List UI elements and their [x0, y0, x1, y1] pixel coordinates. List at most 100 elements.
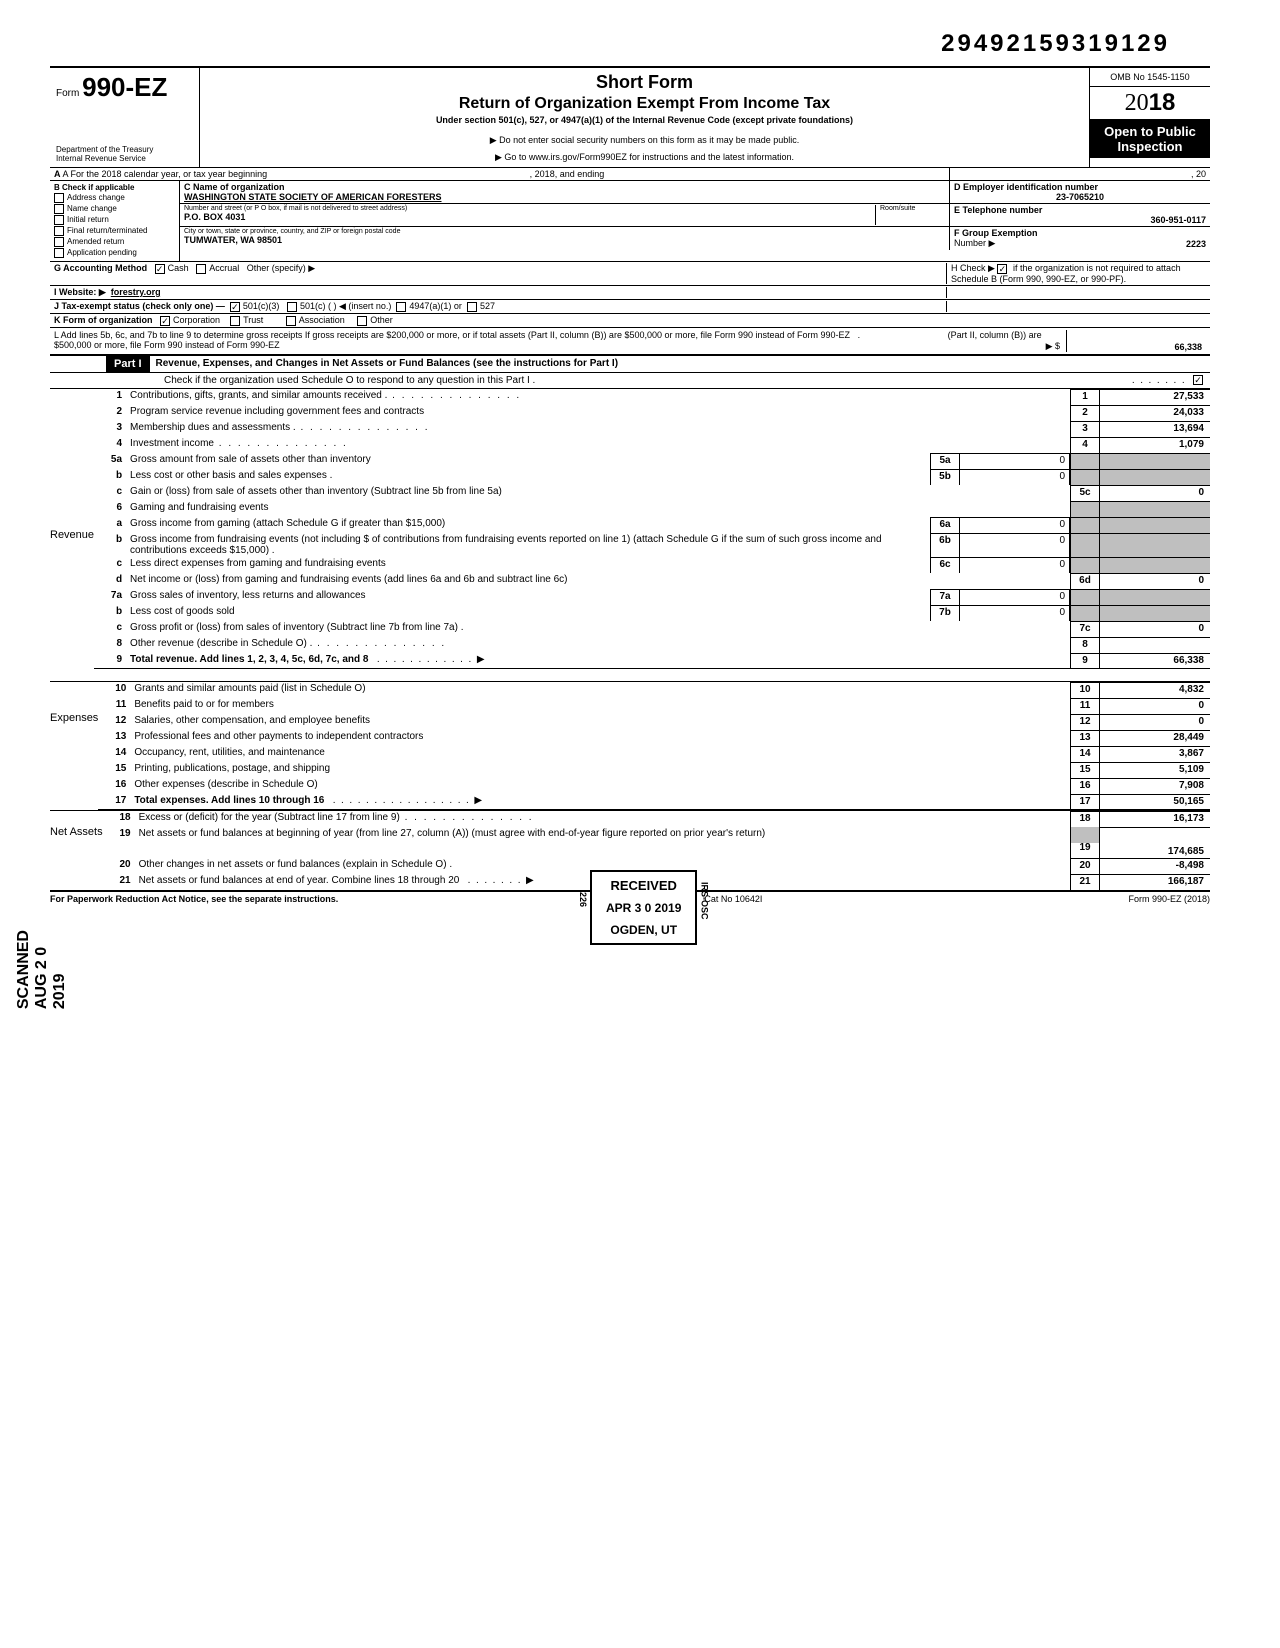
- samt-5b: 0: [960, 469, 1070, 485]
- amt-16: 7,908: [1100, 778, 1210, 794]
- stamp-place: OGDEN, UT: [606, 923, 681, 937]
- l-text: L Add lines 5b, 6c, and 7b to line 9 to …: [54, 330, 850, 340]
- amt-11: 0: [1100, 698, 1210, 714]
- city-label: City or town, state or province, country…: [184, 228, 945, 235]
- line-a-text3: , 20: [950, 168, 1210, 180]
- line-a: A A For the 2018 calendar year, or tax y…: [50, 168, 1210, 181]
- side-expenses: Expenses: [50, 682, 98, 810]
- chk-527[interactable]: [467, 302, 477, 312]
- line-5c: Gain or (loss) from sale of assets other…: [130, 486, 502, 497]
- phone-value: 360-951-0117: [954, 215, 1206, 225]
- ein-value: 23-7065210: [954, 192, 1206, 202]
- opt-other-org: Other: [370, 315, 393, 325]
- addr-value: P.O. BOX 4031: [184, 212, 875, 222]
- side-revenue: Revenue: [50, 389, 94, 681]
- line-4: Investment income: [130, 438, 214, 449]
- b-label: B Check if applicable: [54, 183, 175, 192]
- line-5a: Gross amount from sale of assets other t…: [128, 453, 930, 469]
- omb-number: OMB No 1545-1150: [1090, 68, 1210, 87]
- chk-corp[interactable]: ✓: [160, 316, 170, 326]
- scanned-stamp: SCANNED AUG 2 0 2019: [15, 930, 69, 1009]
- opt-accrual: Accrual: [209, 263, 239, 273]
- chk-501c[interactable]: [287, 302, 297, 312]
- line-16: Other expenses (describe in Schedule O): [132, 778, 1070, 794]
- footer-mid: Cat No 10642I: [704, 894, 762, 904]
- opt-other: Other (specify) ▶: [247, 263, 315, 273]
- l-arrow: ▶ $: [1046, 341, 1066, 352]
- chk-accrual[interactable]: [196, 264, 206, 274]
- line-6b: Gross income from fundraising events (no…: [128, 533, 930, 557]
- part1-label: Part I: [106, 356, 150, 372]
- chk-trust[interactable]: [230, 316, 240, 326]
- room-label: Room/suite: [875, 205, 945, 225]
- amt-1: 27,533: [1100, 389, 1210, 405]
- d-label: D Employer identification number: [954, 182, 1206, 192]
- amt-3: 13,694: [1100, 421, 1210, 437]
- opt-corp: Corporation: [173, 315, 220, 325]
- amt-19: 174,685: [1100, 827, 1210, 858]
- chk-501c3[interactable]: ✓: [230, 302, 240, 312]
- document-number: 29492159319129: [50, 30, 1170, 58]
- chk-cash[interactable]: ✓: [155, 264, 165, 274]
- chk-address-change[interactable]: Address change: [67, 193, 125, 202]
- e-label: E Telephone number: [954, 205, 1206, 215]
- amt-14: 3,867: [1100, 746, 1210, 762]
- website-value: forestry.org: [111, 287, 161, 297]
- org-name: WASHINGTON STATE SOCIETY OF AMERICAN FOR…: [184, 192, 945, 202]
- dept-irs: Internal Revenue Service: [56, 154, 193, 163]
- line-9: Total revenue. Add lines 1, 2, 3, 4, 5c,…: [130, 654, 368, 665]
- line-6a: Gross income from gaming (attach Schedul…: [128, 517, 930, 533]
- i-label: I Website: ▶: [54, 287, 106, 297]
- line-a-text1: A For the 2018 calendar year, or tax yea…: [63, 169, 268, 179]
- chk-h[interactable]: ✓: [997, 264, 1007, 274]
- chk-application-pending[interactable]: Application pending: [67, 248, 137, 257]
- amt-5c: 0: [1100, 485, 1210, 501]
- open-public-2: Inspection: [1117, 139, 1182, 154]
- amt-21: 166,187: [1100, 874, 1210, 890]
- amt-18: 16,173: [1100, 811, 1210, 827]
- chk-assoc[interactable]: [286, 316, 296, 326]
- amt-8: [1100, 637, 1210, 653]
- addr-label: Number and street (or P O box, if mail i…: [184, 205, 875, 212]
- part1-title: Revenue, Expenses, and Changes in Net As…: [150, 356, 625, 371]
- k-label: K Form of organization: [54, 315, 153, 325]
- chk-amended-return[interactable]: Amended return: [67, 237, 124, 246]
- samt-6c: 0: [960, 557, 1070, 573]
- line-a-text2: , 2018, and ending: [530, 169, 605, 179]
- line-8: Other revenue (describe in Schedule O) .: [130, 638, 312, 649]
- line-13: Professional fees and other payments to …: [132, 730, 1070, 746]
- samt-6a: 0: [960, 517, 1070, 533]
- chk-4947[interactable]: [396, 302, 406, 312]
- chk-schedo[interactable]: ✓: [1193, 375, 1203, 385]
- amt-10: 4,832: [1100, 682, 1210, 698]
- opt-trust: Trust: [243, 315, 263, 325]
- open-public-1: Open to Public: [1104, 124, 1196, 139]
- line-10: Grants and similar amounts paid (list in…: [132, 682, 1070, 698]
- samt-6b: 0: [960, 533, 1070, 557]
- form-header: Form 990-EZ Department of the Treasury I…: [50, 66, 1210, 168]
- amt-15: 5,109: [1100, 762, 1210, 778]
- chk-name-change[interactable]: Name change: [67, 204, 117, 213]
- line-6c: Less direct expenses from gaming and fun…: [128, 557, 930, 573]
- chk-final-return[interactable]: Final return/terminated: [67, 226, 147, 235]
- opt-4947: 4947(a)(1) or: [409, 301, 462, 311]
- opt-527: 527: [480, 301, 495, 311]
- line-3: Membership dues and assessments .: [130, 422, 296, 433]
- stamp-date: APR 3 0 2019: [606, 901, 681, 915]
- line-21: Net assets or fund balances at end of ye…: [139, 875, 460, 886]
- opt-501c: 501(c) ( ) ◀ (insert no.): [300, 301, 391, 311]
- line-2: Program service revenue including govern…: [130, 406, 424, 417]
- title-section: Under section 501(c), 527, or 4947(a)(1)…: [206, 115, 1083, 125]
- footer-right: Form 990-EZ (2018): [1128, 894, 1210, 904]
- amt-12: 0: [1100, 714, 1210, 730]
- chk-initial-return[interactable]: Initial return: [67, 215, 109, 224]
- amt-17: 50,165: [1100, 794, 1210, 809]
- g-cash: Cash: [168, 263, 189, 273]
- chk-other-org[interactable]: [357, 316, 367, 326]
- amt-7c: 0: [1100, 621, 1210, 637]
- g-label: G Accounting Method: [54, 263, 147, 273]
- amt-6d: 0: [1100, 573, 1210, 589]
- line-11: Benefits paid to or for members: [132, 698, 1070, 714]
- line-19: Net assets or fund balances at beginning…: [137, 827, 1070, 858]
- line-7c: Gross profit or (loss) from sales of inv…: [128, 621, 1070, 637]
